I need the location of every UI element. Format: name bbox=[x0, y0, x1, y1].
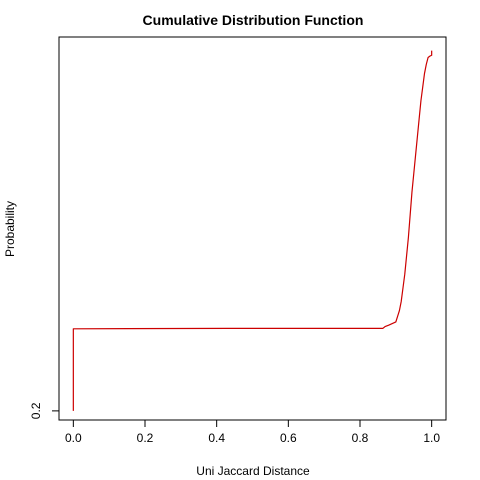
chart-title: Cumulative Distribution Function bbox=[143, 12, 364, 28]
x-axis-label: Uni Jaccard Distance bbox=[196, 464, 310, 478]
y-axis-label: Probability bbox=[3, 201, 17, 257]
x-tick-label: 0.2 bbox=[137, 431, 154, 445]
x-tick-label: 0.4 bbox=[208, 431, 225, 445]
x-tick-label: 0.8 bbox=[352, 431, 369, 445]
y-tick-label: 0.2 bbox=[29, 402, 43, 419]
x-tick-label: 0.0 bbox=[65, 431, 82, 445]
x-tick-label: 1.0 bbox=[423, 431, 440, 445]
x-tick-label: 0.6 bbox=[280, 431, 297, 445]
